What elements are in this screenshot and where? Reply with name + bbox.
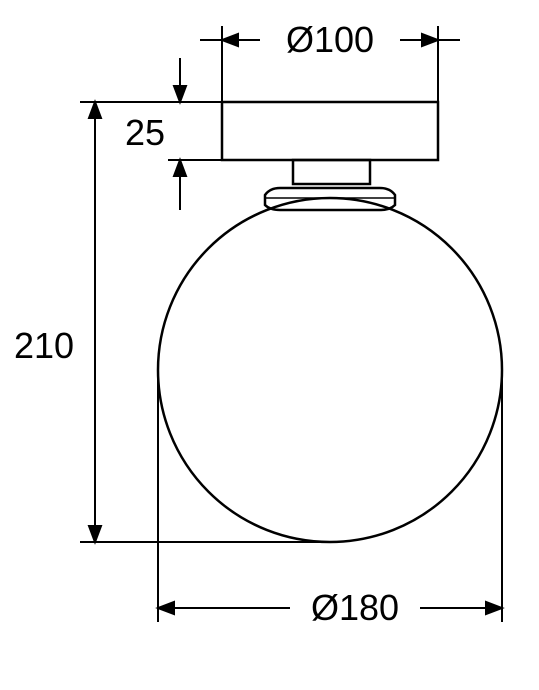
dim-total-height-label: 210 <box>14 325 74 366</box>
base-cylinder <box>222 102 438 160</box>
neck <box>293 160 370 184</box>
dim-sphere-diameter-label: Ø180 <box>311 587 399 628</box>
dim-base-height <box>168 58 222 210</box>
sphere-globe <box>158 198 502 542</box>
lamp-drawing <box>158 102 502 542</box>
dim-base-diameter-label: Ø100 <box>286 19 374 60</box>
dim-base-height-label: 25 <box>125 112 165 153</box>
dim-sphere-diameter <box>158 370 502 622</box>
